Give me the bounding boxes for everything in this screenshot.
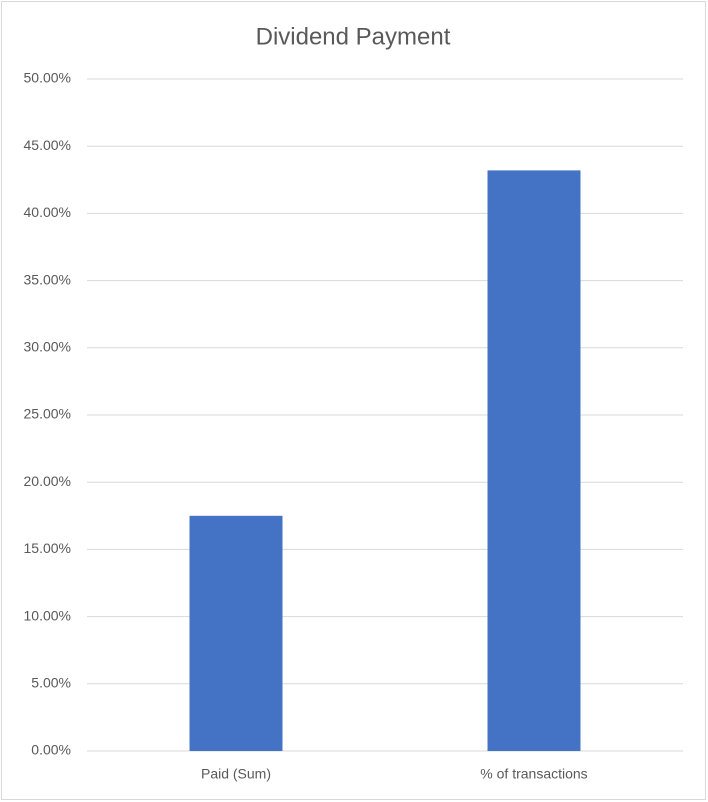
y-tick-label: 15.00% — [24, 540, 71, 556]
chart-title: Dividend Payment — [256, 23, 451, 50]
y-tick-label: 20.00% — [24, 473, 71, 489]
bar — [487, 170, 581, 752]
y-tick-label: 40.00% — [24, 204, 71, 220]
y-tick-label: 10.00% — [24, 607, 71, 623]
y-tick-label: 5.00% — [31, 675, 71, 691]
bar — [189, 515, 283, 751]
y-tick-label: 30.00% — [24, 339, 71, 355]
y-tick-label: 25.00% — [24, 406, 71, 422]
y-tick-label: 50.00% — [24, 70, 71, 86]
x-tick-label: % of transactions — [480, 766, 587, 782]
y-tick-label: 35.00% — [24, 271, 71, 287]
x-tick-label: Paid (Sum) — [201, 766, 271, 782]
y-tick-label: 0.00% — [31, 742, 71, 758]
y-tick-label: 45.00% — [24, 137, 71, 153]
